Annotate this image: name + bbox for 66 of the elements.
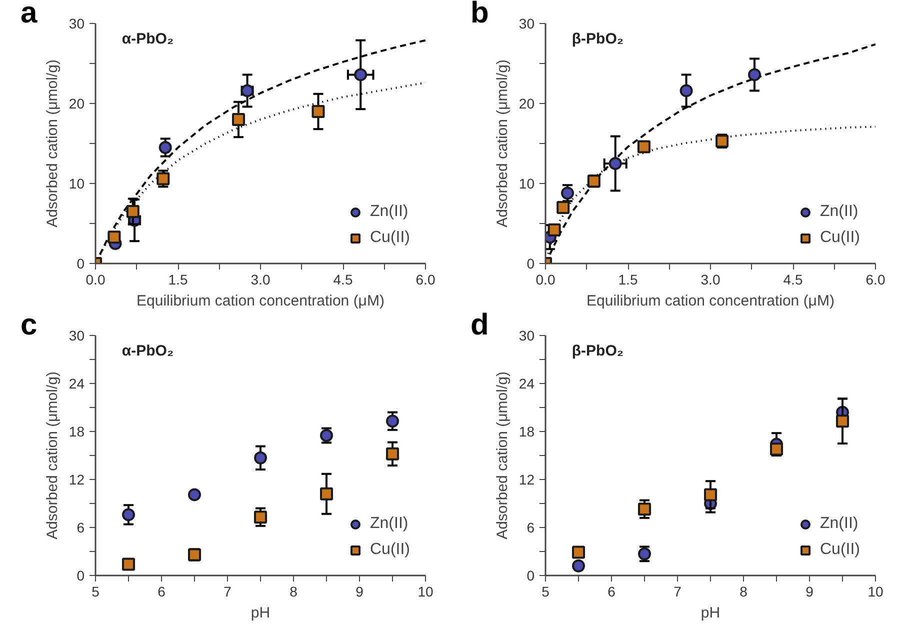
x-tick-label: 10 (418, 584, 434, 600)
legend-label: Zn(II) (820, 515, 858, 533)
x-axis-title: Equilibrium cation concentration (μM) (136, 292, 384, 310)
text: α-PbO₂ (122, 342, 174, 360)
legend-label: Zn(II) (370, 515, 408, 533)
y-tick-label: 20 (68, 96, 85, 112)
x-tick-label: 3.0 (700, 272, 720, 288)
y-tick-label: 30 (68, 328, 85, 344)
y-tick-label: 30 (518, 328, 535, 344)
y-tick-label: 24 (68, 376, 85, 392)
x-axis-title: pH (700, 604, 720, 622)
y-tick-label: 0 (526, 256, 535, 272)
text: b (470, 0, 489, 30)
x-tick-label: 0.0 (86, 272, 106, 288)
x-tick-label: 1.5 (618, 272, 638, 288)
x-tick-label: 6 (158, 584, 166, 600)
y-tick-label: 18 (68, 424, 85, 440)
x-tick-label: 0.0 (536, 272, 556, 288)
y-tick-label: 10 (68, 176, 85, 192)
legend-label: Cu(II) (820, 229, 860, 247)
x-tick-label: 5 (92, 584, 100, 600)
y-tick-label: 0 (526, 568, 535, 584)
x-axis-title: Equilibrium cation concentration (μM) (586, 292, 834, 310)
y-tick-label: 0 (76, 256, 85, 272)
y-tick-label: 0 (76, 568, 85, 584)
x-tick-label: 9 (356, 584, 364, 600)
y-tick-label: 12 (518, 472, 535, 488)
y-tick-label: 6 (526, 520, 535, 536)
x-tick-label: 6.0 (416, 272, 436, 288)
y-axis-title: Adsorbed cation (μmol/g) (494, 60, 511, 228)
y-tick-label: 20 (518, 96, 535, 112)
x-tick-label: 10 (868, 584, 884, 600)
y-tick-label: 12 (68, 472, 85, 488)
x-tick-label: 1.5 (168, 272, 188, 288)
x-tick-label: 8 (740, 584, 748, 600)
text: β-PbO₂ (572, 342, 624, 360)
legend-label: Cu(II) (370, 541, 410, 559)
y-tick-label: 24 (518, 376, 535, 392)
x-tick-label: 3.0 (250, 272, 270, 288)
legend-label: Zn(II) (820, 203, 858, 221)
x-tick-label: 8 (290, 584, 298, 600)
y-tick-label: 6 (76, 520, 85, 536)
text: d (470, 308, 489, 342)
legend-label: Cu(II) (370, 229, 410, 247)
legend-label: Zn(II) (370, 203, 408, 221)
y-axis-title: Adsorbed cation (μmol/g) (44, 60, 61, 228)
text: a (20, 0, 38, 30)
y-axis-title: Adsorbed cation (μmol/g) (44, 372, 61, 540)
y-tick-label: 18 (518, 424, 535, 440)
x-tick-label: 4.5 (333, 272, 353, 288)
x-axis-title: pH (250, 604, 270, 622)
x-tick-label: 6 (608, 584, 616, 600)
x-tick-label: 4.5 (783, 272, 803, 288)
legend-label: Cu(II) (820, 541, 860, 559)
text: c (20, 308, 38, 342)
y-tick-label: 30 (518, 16, 535, 32)
y-tick-label: 10 (518, 176, 535, 192)
x-tick-label: 5 (542, 584, 550, 600)
y-tick-label: 30 (68, 16, 85, 32)
text: β-PbO₂ (572, 30, 624, 48)
x-tick-label: 6.0 (866, 272, 886, 288)
x-tick-label: 7 (224, 584, 232, 600)
y-axis-title: Adsorbed cation (μmol/g) (494, 372, 511, 540)
text: α-PbO₂ (122, 30, 174, 48)
x-tick-label: 7 (674, 584, 682, 600)
x-tick-label: 9 (806, 584, 814, 600)
